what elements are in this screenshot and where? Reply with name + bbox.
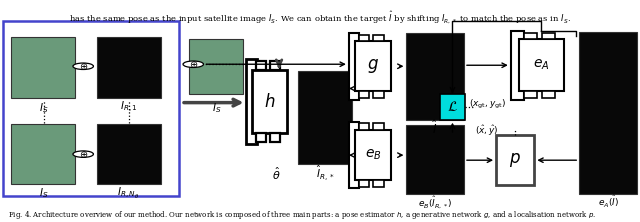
Text: $\oplus$: $\oplus$ (189, 59, 198, 70)
FancyBboxPatch shape (97, 37, 161, 98)
Text: $\mathcal{L}$: $\mathcal{L}$ (447, 100, 458, 114)
Text: $e_A$: $e_A$ (533, 58, 550, 72)
Text: $(\hat{x}, \hat{y})$: $(\hat{x}, \hat{y})$ (475, 124, 498, 138)
FancyBboxPatch shape (270, 61, 280, 70)
FancyBboxPatch shape (524, 91, 536, 98)
Text: $\hat{I}$: $\hat{I}$ (433, 119, 438, 137)
FancyBboxPatch shape (406, 33, 464, 120)
FancyBboxPatch shape (359, 91, 369, 98)
FancyBboxPatch shape (579, 32, 637, 194)
Text: $h$: $h$ (264, 93, 275, 111)
FancyBboxPatch shape (11, 37, 75, 98)
FancyBboxPatch shape (359, 35, 369, 41)
Text: Fig. 4. Architecture overview of our method. Our network is composed of three ma: Fig. 4. Architecture overview of our met… (8, 209, 596, 221)
Text: has the same pose as the input satellite image $I_S$. We can obtain the target $: has the same pose as the input satellite… (69, 10, 571, 26)
FancyBboxPatch shape (542, 91, 555, 98)
Text: $e_A(\hat{I})$: $e_A(\hat{I})$ (598, 194, 618, 210)
Text: $e_B(\hat{I}_{R,*})$: $e_B(\hat{I}_{R,*})$ (418, 194, 452, 210)
Text: $I_S$: $I_S$ (212, 101, 221, 115)
FancyBboxPatch shape (298, 71, 352, 164)
Text: $I_S$: $I_S$ (39, 101, 48, 115)
Text: $p$: $p$ (509, 151, 521, 169)
FancyBboxPatch shape (359, 180, 369, 187)
Circle shape (183, 61, 204, 67)
FancyBboxPatch shape (374, 91, 383, 98)
Text: $\oplus$: $\oplus$ (79, 61, 88, 72)
FancyBboxPatch shape (256, 133, 266, 142)
FancyBboxPatch shape (349, 122, 360, 188)
FancyBboxPatch shape (355, 41, 391, 91)
FancyBboxPatch shape (519, 40, 564, 91)
FancyBboxPatch shape (524, 33, 536, 40)
Text: $I_{R,1}$: $I_{R,1}$ (120, 100, 138, 115)
FancyBboxPatch shape (256, 61, 266, 70)
FancyBboxPatch shape (189, 39, 243, 93)
FancyBboxPatch shape (511, 31, 524, 100)
FancyBboxPatch shape (246, 59, 257, 144)
FancyBboxPatch shape (11, 124, 75, 184)
Text: $\oplus$: $\oplus$ (79, 149, 88, 160)
FancyBboxPatch shape (496, 135, 534, 185)
Text: $(x_{\mathrm{gt}}, y_{\mathrm{gt}})$: $(x_{\mathrm{gt}}, y_{\mathrm{gt}})$ (469, 98, 506, 111)
Text: $\hat{I}_{R,*}$: $\hat{I}_{R,*}$ (316, 164, 335, 183)
FancyBboxPatch shape (406, 125, 464, 194)
Text: $g$: $g$ (367, 57, 379, 75)
FancyBboxPatch shape (97, 124, 161, 184)
FancyBboxPatch shape (374, 35, 383, 41)
FancyBboxPatch shape (374, 123, 383, 130)
FancyBboxPatch shape (440, 93, 465, 120)
Text: $I_S$: $I_S$ (39, 187, 48, 200)
Text: $I_{R,N_\theta}$: $I_{R,N_\theta}$ (117, 186, 139, 201)
FancyBboxPatch shape (349, 33, 360, 100)
Text: $\hat{\theta}$: $\hat{\theta}$ (272, 165, 281, 182)
FancyBboxPatch shape (359, 123, 369, 130)
Circle shape (73, 151, 93, 157)
Text: $e_B$: $e_B$ (365, 148, 381, 162)
FancyBboxPatch shape (270, 133, 280, 142)
FancyBboxPatch shape (253, 70, 287, 133)
FancyBboxPatch shape (374, 180, 383, 187)
FancyBboxPatch shape (355, 130, 391, 180)
FancyBboxPatch shape (542, 33, 555, 40)
Circle shape (73, 63, 93, 69)
